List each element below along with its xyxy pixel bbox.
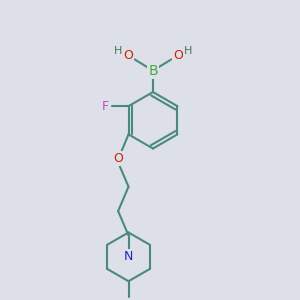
- Text: F: F: [102, 100, 109, 113]
- Text: O: O: [123, 49, 133, 62]
- Text: N: N: [124, 250, 133, 263]
- Text: H: H: [184, 46, 192, 56]
- Text: O: O: [113, 152, 123, 165]
- Text: B: B: [148, 64, 158, 78]
- Text: O: O: [173, 49, 183, 62]
- Text: H: H: [114, 46, 122, 56]
